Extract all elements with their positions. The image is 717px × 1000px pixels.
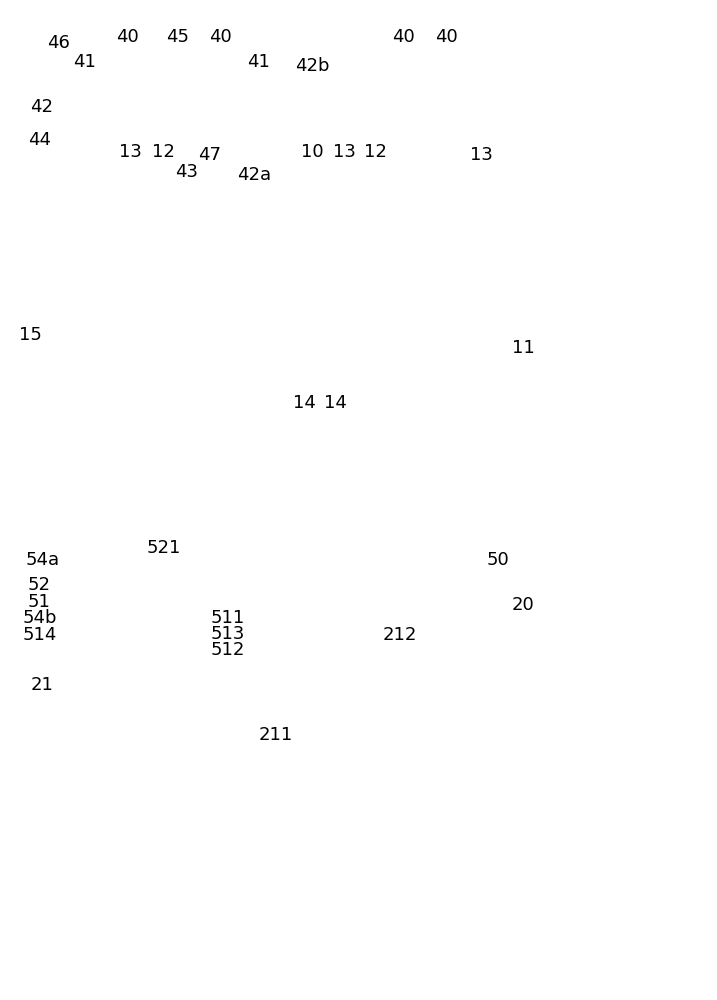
Text: 42a: 42a	[237, 166, 272, 184]
Text: 47: 47	[198, 146, 221, 164]
Text: 511: 511	[211, 609, 245, 627]
Text: 13: 13	[470, 146, 493, 164]
Text: 41: 41	[247, 53, 270, 71]
Text: 46: 46	[47, 34, 70, 52]
Text: 42b: 42b	[295, 57, 329, 75]
Text: 51: 51	[28, 593, 51, 611]
Text: 12: 12	[364, 143, 387, 161]
Text: 13: 13	[333, 143, 356, 161]
Text: 40: 40	[391, 28, 414, 46]
Text: 45: 45	[166, 28, 189, 46]
Text: 15: 15	[19, 326, 42, 344]
Text: 40: 40	[435, 28, 457, 46]
Text: 40: 40	[209, 28, 232, 46]
Text: 54b: 54b	[22, 609, 57, 627]
Text: 43: 43	[175, 163, 198, 181]
Text: 12: 12	[152, 143, 175, 161]
Text: 21: 21	[30, 676, 53, 694]
Text: 44: 44	[28, 131, 51, 149]
Text: 13: 13	[119, 143, 142, 161]
Text: 513: 513	[211, 625, 245, 643]
Text: 11: 11	[512, 339, 535, 357]
Text: 514: 514	[22, 626, 57, 644]
Text: 14: 14	[293, 394, 315, 412]
Text: 54a: 54a	[26, 551, 60, 569]
Text: 41: 41	[73, 53, 96, 71]
Text: 212: 212	[383, 626, 417, 644]
Text: 50: 50	[487, 551, 510, 569]
Text: 42: 42	[30, 98, 53, 116]
Text: 52: 52	[28, 576, 51, 594]
Text: 10: 10	[300, 143, 323, 161]
Text: 512: 512	[211, 641, 245, 659]
Text: 211: 211	[259, 726, 293, 744]
Text: 20: 20	[512, 596, 535, 614]
Text: 521: 521	[146, 539, 181, 557]
Text: 14: 14	[324, 394, 347, 412]
Text: 40: 40	[116, 28, 139, 46]
